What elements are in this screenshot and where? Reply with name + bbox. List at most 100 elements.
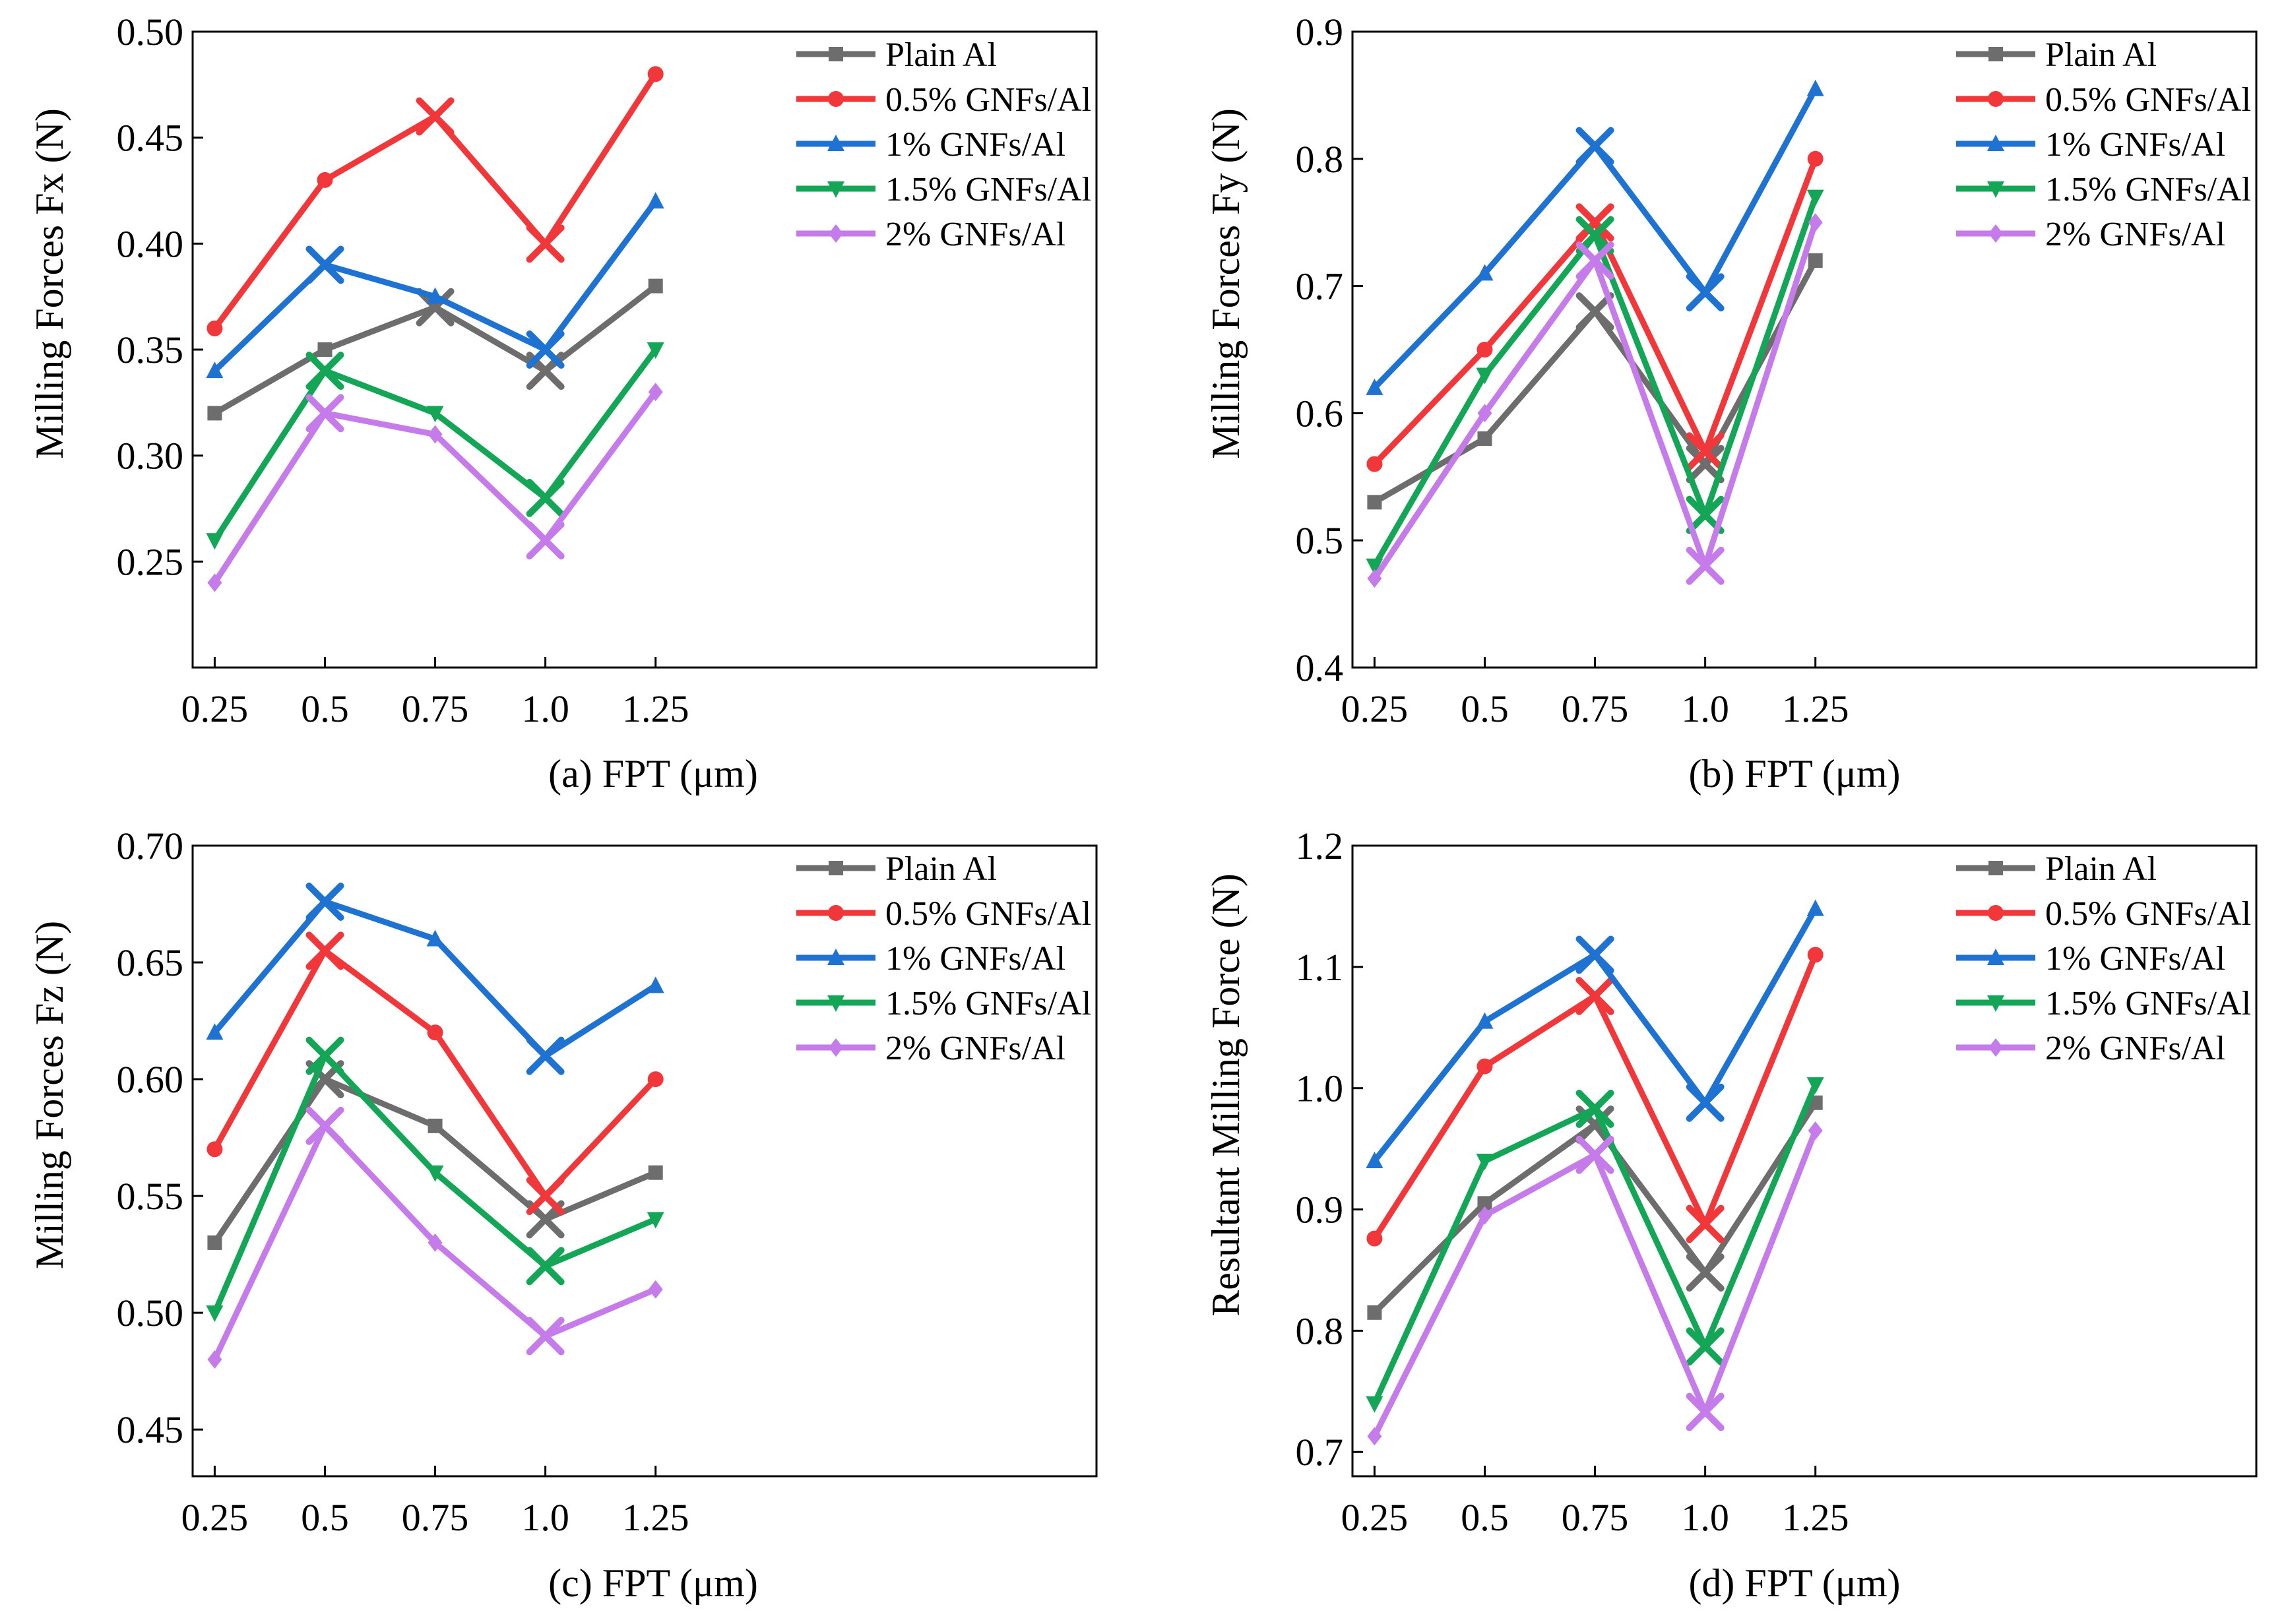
data-point xyxy=(648,278,663,294)
legend-label: 1% GNFs/Al xyxy=(2045,940,2225,978)
legend: Plain Al 0.5% GNFs/Al 1% GNFs/Al 1.5% GNFs/… xyxy=(796,36,1091,253)
series-4 xyxy=(207,383,663,592)
data-point xyxy=(1477,404,1492,423)
data-point xyxy=(647,66,664,82)
data-point xyxy=(207,1235,222,1250)
legend-marker xyxy=(827,949,844,965)
cross-marker xyxy=(1686,1204,1725,1243)
data-point xyxy=(1808,213,1823,232)
x-axis-caption: (d) FPT (μm) xyxy=(1688,1561,1900,1605)
x-axis-caption: (c) FPT (μm) xyxy=(548,1561,758,1605)
series-0 xyxy=(1367,253,1823,510)
x-tick-label: 0.5 xyxy=(1461,1496,1509,1539)
y-tick-label: 0.65 xyxy=(117,941,184,984)
x-tick-label: 0.5 xyxy=(1461,687,1509,730)
data-point xyxy=(428,1118,443,1133)
series-0 xyxy=(207,278,663,421)
data-point xyxy=(428,425,443,444)
data-point xyxy=(1808,253,1823,268)
data-point xyxy=(426,287,444,304)
cross-marker xyxy=(305,1106,344,1145)
data-point xyxy=(1366,456,1383,472)
y-tick-label: 0.60 xyxy=(117,1058,184,1101)
x-tick-label: 1.25 xyxy=(1782,1496,1849,1539)
data-point xyxy=(206,320,223,336)
series-line xyxy=(1371,194,1819,569)
legend-marker xyxy=(1987,135,2004,151)
cross-marker xyxy=(526,521,565,560)
plot-frame xyxy=(1351,30,2258,669)
data-point xyxy=(426,1165,444,1182)
panel-b: 0.4 0.5 0.6 0.7 0.8 0.9 0.25 0.5 0.75 1.0 1.25 (b) … xyxy=(1204,11,2258,796)
legend: Plain Al 0.5% GNFs/Al 1% GNFs/Al 1.5% GNFs/… xyxy=(796,850,1091,1067)
y-tick-label: 0.55 xyxy=(117,1175,184,1218)
legend-label: 1% GNFs/Al xyxy=(885,940,1065,978)
series-line xyxy=(211,1053,659,1316)
series-2 xyxy=(1366,899,1824,1168)
series-3 xyxy=(1366,1077,1824,1413)
y-tick-label: 0.40 xyxy=(117,222,184,265)
legend-label: 1% GNFs/Al xyxy=(885,126,1065,164)
panel-a: 0.25 0.30 0.35 0.40 0.45 0.50 0.25 0.5 0.75 1.0 1.… xyxy=(28,11,1098,796)
y-axis-title: Milling Forces Fx (N) xyxy=(28,108,71,459)
y-tick-label: 1.1 xyxy=(1296,946,1344,989)
cross-marker xyxy=(526,1317,565,1356)
cross-marker xyxy=(1575,127,1614,166)
y-tick-label: 0.25 xyxy=(117,540,184,583)
legend-label: 0.5% GNFs/Al xyxy=(885,81,1091,119)
legend-label: 1.5% GNFs/Al xyxy=(885,171,1091,208)
plot-frame xyxy=(191,844,1098,1478)
legend-label: Plain Al xyxy=(2045,850,2157,888)
data-point xyxy=(1367,495,1382,510)
legend-label: 2% GNFs/Al xyxy=(2045,1030,2225,1067)
legend-marker xyxy=(829,1038,843,1057)
cross-marker xyxy=(1686,273,1725,312)
data-point xyxy=(1366,558,1383,575)
legend-label: 1.5% GNFs/Al xyxy=(2045,985,2251,1022)
cross-marker xyxy=(416,288,455,327)
series-4 xyxy=(207,1106,663,1369)
y-tick-label: 0.70 xyxy=(117,825,184,867)
legend-marker xyxy=(1988,1038,2003,1057)
cross-marker xyxy=(1686,1253,1725,1292)
legend-marker xyxy=(829,47,843,61)
legend-label: 1% GNFs/Al xyxy=(2045,126,2225,164)
cross-marker xyxy=(305,882,344,921)
legend-label: 1.5% GNFs/Al xyxy=(2045,171,2251,208)
data-point xyxy=(206,1023,224,1040)
legend-marker xyxy=(1988,224,2003,243)
x-tick-label: 0.25 xyxy=(1341,1496,1409,1539)
series-line xyxy=(1371,1127,1819,1439)
data-point xyxy=(426,929,444,947)
cross-marker xyxy=(1686,1083,1725,1122)
data-point xyxy=(1367,1427,1382,1446)
y-tick-label: 0.50 xyxy=(117,11,184,53)
series-2 xyxy=(1366,79,1824,395)
x-tick-label: 1.0 xyxy=(1681,1496,1729,1539)
data-point xyxy=(1477,1206,1492,1225)
legend-marker xyxy=(828,905,844,921)
legend-marker xyxy=(1987,181,2004,198)
data-point xyxy=(648,1165,663,1180)
y-tick-label: 0.7 xyxy=(1296,1431,1344,1474)
legend-marker xyxy=(829,861,843,875)
y-tick-label: 0.45 xyxy=(117,117,184,160)
series-0 xyxy=(207,1060,663,1250)
data-point xyxy=(1476,264,1494,281)
data-point xyxy=(1476,1012,1494,1029)
data-point xyxy=(1366,1152,1383,1168)
x-tick-label: 0.75 xyxy=(402,687,469,730)
x-tick-label: 0.25 xyxy=(1341,687,1409,730)
x-tick-label: 1.25 xyxy=(622,687,689,730)
data-point xyxy=(207,1350,222,1369)
cross-marker xyxy=(1575,1135,1614,1174)
legend-label: Plain Al xyxy=(885,36,997,74)
legend-marker xyxy=(1988,91,2004,107)
legend-marker xyxy=(1988,905,2004,921)
y-tick-label: 0.6 xyxy=(1296,392,1344,435)
y-tick-label: 0.35 xyxy=(117,328,184,371)
cross-marker xyxy=(1575,203,1614,242)
x-tick-label: 1.25 xyxy=(1782,687,1849,730)
x-axis-caption: (a) FPT (μm) xyxy=(548,752,758,796)
